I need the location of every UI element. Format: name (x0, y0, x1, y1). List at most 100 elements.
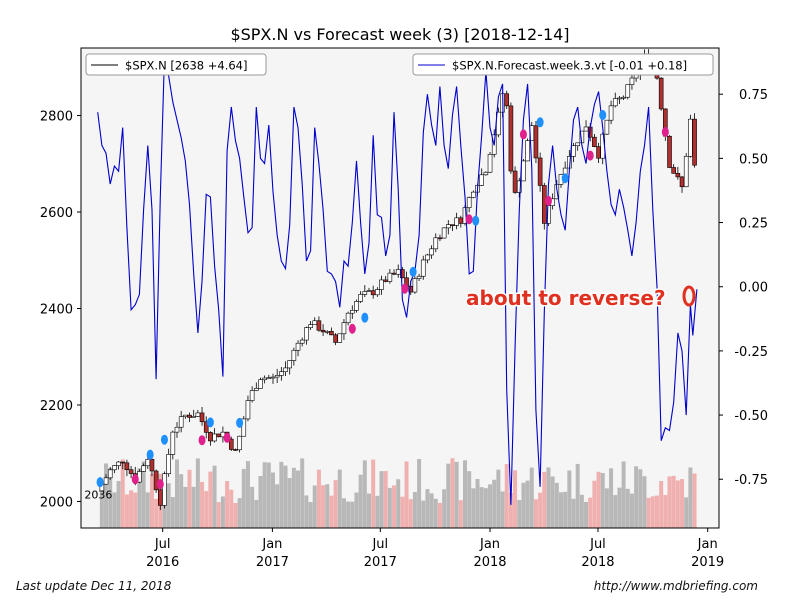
volume-bar (492, 479, 497, 528)
x-axis-tick-year: 2019 (691, 555, 724, 570)
candle-body (458, 217, 464, 224)
candle-body (508, 105, 514, 172)
candle-body (337, 333, 343, 343)
volume-bar (621, 461, 626, 528)
candle-body (667, 135, 672, 168)
candle-body (112, 465, 117, 471)
volume-bar (404, 461, 409, 528)
x-axis-tick-year: 2017 (256, 555, 289, 570)
volume-bar (237, 498, 242, 528)
candle-body (183, 414, 188, 418)
buy-signal-marker (472, 215, 480, 226)
candle-body (395, 269, 401, 275)
volume-bar (692, 473, 697, 528)
chart-title: $SPX.N vs Forecast week (3) [2018-12-14] (230, 25, 569, 44)
candle-body (617, 97, 622, 100)
candle-body (445, 224, 451, 229)
candle-body (279, 371, 284, 376)
volume-bar (408, 499, 413, 528)
candle-body (354, 301, 359, 311)
x-axis-tick-year: 2018 (581, 555, 614, 570)
volume-bar (508, 492, 513, 528)
volume-bar (112, 492, 117, 528)
candle-body (416, 275, 422, 279)
candle-body (612, 98, 618, 107)
candle-body (233, 449, 238, 451)
volume-bar (642, 476, 647, 528)
candle-body (258, 379, 263, 389)
sell-signal-marker (198, 435, 206, 446)
candle-body (487, 153, 493, 173)
candle-body (103, 477, 109, 485)
candle-body (483, 171, 489, 176)
callout-circle (682, 285, 696, 307)
volume-bar (550, 476, 555, 528)
volume-bar (680, 479, 685, 528)
right-axis-tick-label: 0.00 (739, 281, 768, 296)
sell-signal-marker (223, 432, 231, 443)
volume-bar (513, 470, 518, 528)
volume-bar (212, 465, 217, 528)
volume-bar (300, 458, 305, 528)
volume-bar (108, 467, 113, 528)
forecast-series (97, 55, 698, 505)
buy-signal-marker (409, 266, 417, 277)
candle-body (387, 272, 393, 282)
volume-bar (675, 480, 680, 528)
volume-bar (504, 464, 509, 528)
candle-body (191, 416, 196, 418)
volume-bar (667, 476, 672, 528)
volume-bar (458, 500, 463, 528)
volume-bar (417, 459, 422, 528)
volume-bar (638, 469, 643, 528)
right-axis-tick-label: 0.25 (739, 217, 768, 232)
x-axis-tick-year: 2016 (146, 555, 179, 570)
volume-bar (229, 489, 234, 528)
signal-markers (96, 110, 669, 490)
volume-bar (596, 471, 601, 528)
x-axis-tick-label: Jan (697, 537, 718, 552)
candle-body (625, 84, 631, 98)
volume-bar (542, 471, 547, 528)
volume-bar (396, 479, 401, 528)
right-axis: 0.75 0.50 0.25 0.00 -0.25 -0.50 -0.75 (719, 88, 768, 488)
candle-body (575, 142, 580, 147)
candle-body (128, 469, 134, 474)
candle-body (295, 342, 301, 351)
volume-bar (220, 496, 225, 528)
volume-bar (412, 492, 417, 528)
volume-bar (129, 490, 134, 528)
candle-body (120, 461, 126, 464)
candle-body (329, 331, 334, 336)
candle-body (688, 118, 693, 157)
volume-bar (316, 469, 321, 528)
x-axis-tick-year: 2018 (473, 555, 506, 570)
candle-body (608, 105, 614, 121)
volume-bar (629, 493, 634, 528)
candle-body (287, 360, 292, 369)
volume-bar (684, 497, 689, 528)
volume-bar (195, 458, 200, 528)
plot-area (81, 48, 719, 528)
volume-bar (500, 491, 505, 528)
candle-body (429, 248, 434, 256)
left-axis-tick-label: 2400 (40, 303, 73, 318)
volume-bar (341, 498, 346, 528)
sell-signal-marker (586, 150, 594, 161)
candle-body (596, 146, 601, 159)
candle-body (107, 469, 113, 479)
candle-body (437, 237, 443, 240)
volume-bar (517, 499, 522, 528)
volume-bar (191, 486, 196, 528)
sell-signal-marker (156, 479, 164, 490)
candlesticks (99, 49, 697, 510)
x-axis-tick-year: 2017 (364, 555, 397, 570)
volume-bar (571, 498, 576, 528)
candle-body (345, 312, 351, 324)
candle-body (195, 412, 201, 417)
legend-left-label: $SPX.N [2638 +4.64] (125, 59, 247, 73)
volume-bar (241, 468, 246, 528)
candle-body (283, 367, 288, 373)
volume-bar (354, 492, 359, 528)
